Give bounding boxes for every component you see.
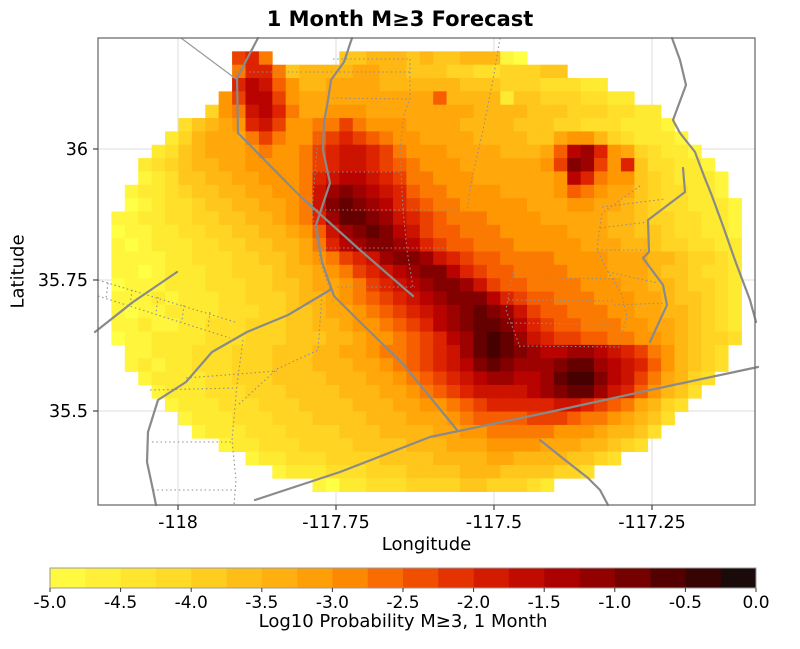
fault-line <box>505 271 521 348</box>
colorbar-segment <box>508 568 545 588</box>
x-tick-label: -117.75 <box>302 513 370 533</box>
y-tick-label: 35.5 <box>49 402 88 422</box>
colorbar-tick-label: -2.5 <box>386 593 419 613</box>
x-tick-label: -117.5 <box>466 513 522 533</box>
fault-line <box>145 288 332 507</box>
fault-line <box>97 295 231 339</box>
colorbar-segment <box>226 568 263 588</box>
fault-line <box>253 365 760 502</box>
fault-line <box>207 311 211 329</box>
fault-line <box>180 37 237 80</box>
colorbar-tick-label: -4.0 <box>175 593 208 613</box>
fault-line <box>93 270 179 334</box>
fault-line <box>181 304 185 322</box>
fault-line <box>507 299 614 302</box>
fault-lines-dotted <box>97 37 666 506</box>
colorbar-tick-label: -0.5 <box>669 593 702 613</box>
fault-line <box>235 36 415 298</box>
colorbar-tick-label: -1.5 <box>528 593 561 613</box>
fault-line <box>506 322 615 325</box>
fault-line <box>641 166 687 344</box>
colorbar-segment <box>85 568 121 588</box>
fault-lines <box>93 36 760 507</box>
fault-line <box>105 282 109 300</box>
fault-lines-thin <box>180 37 237 80</box>
fault-line <box>399 147 414 288</box>
fault-line <box>149 387 238 391</box>
plot-frame <box>97 37 756 506</box>
colorbar-segment <box>367 568 404 588</box>
colorbar-segment <box>473 568 510 588</box>
heatmap-cells <box>111 51 742 492</box>
colorbar-segment <box>685 568 721 588</box>
axis-tick-labels: -118 -117.75 -117.5 -117.25 36 35.75 35.5 <box>38 140 686 533</box>
y-tick-label: 36 <box>66 140 88 160</box>
chart-title: 1 Month M≥3 Forecast <box>266 7 534 31</box>
fault-line <box>670 36 758 324</box>
colorbar-tick-label: 0.0 <box>742 593 769 613</box>
fault-line <box>231 339 244 506</box>
colorbar-segment <box>650 568 686 588</box>
colorbar-tick-label: -5.0 <box>33 593 66 613</box>
colorbar-segment <box>50 568 86 588</box>
fault-line <box>601 198 666 208</box>
fault-line <box>155 296 159 314</box>
colorbar-tick-label: -3.0 <box>316 593 349 613</box>
colorbar-label: Log10 Probability M≥3, 1 Month <box>258 611 548 632</box>
x-tick-label: -118 <box>158 513 198 533</box>
colorbar-segment <box>191 568 227 588</box>
colorbar-segment <box>544 568 580 588</box>
x-axis-label: Longitude <box>381 534 472 555</box>
colorbar-ticks <box>49 588 757 592</box>
colorbar-tick-label: -3.5 <box>245 593 278 613</box>
colorbar-segment <box>155 568 192 588</box>
colorbar-segment <box>579 568 616 588</box>
colorbar-segment <box>120 568 157 588</box>
fault-line <box>399 59 411 149</box>
colorbar-segment <box>720 568 757 588</box>
colorbar-segment <box>614 568 651 588</box>
colorbar-tick-label: -4.5 <box>104 593 137 613</box>
colorbar-segment <box>297 568 333 588</box>
fault-line <box>538 438 610 507</box>
fault-line <box>311 134 331 291</box>
colorbar: -5.0 -4.5 -4.0 -3.5 -3.0 -2.5 -2.0 -1.5 -1.0 -0.5… <box>33 567 770 613</box>
colorbar-segment <box>332 568 368 588</box>
fault-line <box>596 185 641 341</box>
colorbar-segment <box>261 568 298 588</box>
colorbar-tick-labels: -5.0 -4.5 -4.0 -3.5 -3.0 -2.5 -2.0 -1.5 -1.0 -0.5… <box>33 593 769 613</box>
colorbar-segment <box>438 568 474 588</box>
colorbar-tick-label: -2.0 <box>457 593 490 613</box>
y-tick-label: 35.75 <box>38 271 88 291</box>
y-axis-label: Latitude <box>7 234 29 309</box>
fault-line <box>314 36 459 432</box>
colorbar-segment <box>403 568 439 588</box>
axis-ticks <box>93 148 653 510</box>
x-tick-label: -117.25 <box>618 513 686 533</box>
fault-line <box>327 97 409 100</box>
colorbar-tick-label: -1.0 <box>598 593 631 613</box>
fault-line <box>236 294 323 407</box>
